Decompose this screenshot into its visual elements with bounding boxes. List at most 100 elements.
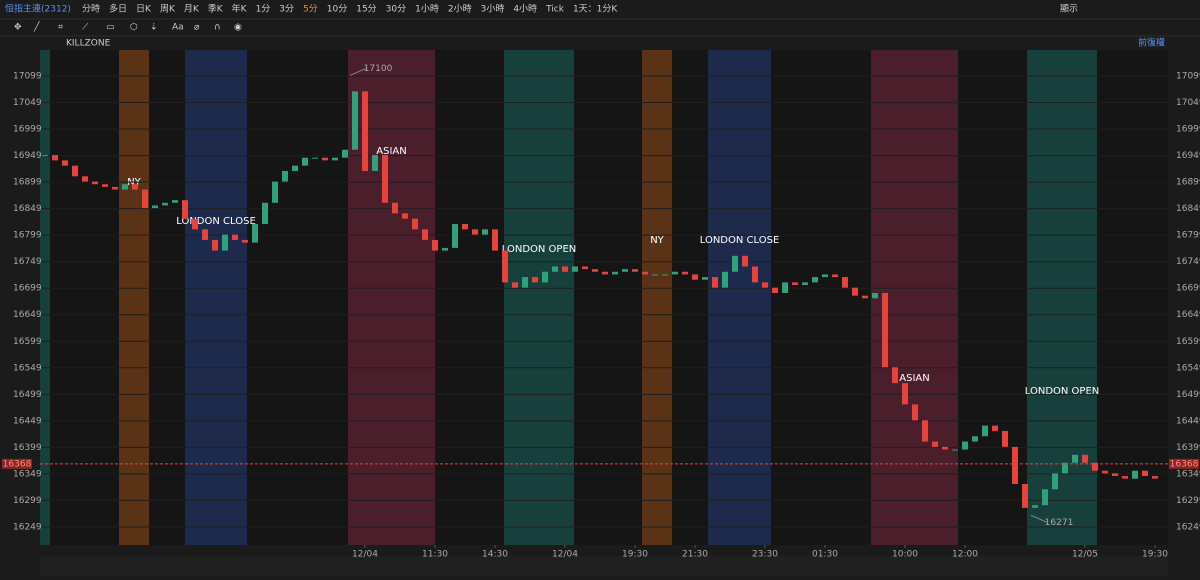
scrollbar[interactable]: [40, 556, 1168, 576]
candle: [412, 218, 418, 230]
candle: [342, 149, 348, 158]
candle: [512, 282, 518, 288]
candle: [892, 367, 898, 384]
candle: [1142, 470, 1148, 477]
candle: [612, 271, 618, 275]
candle: [702, 277, 708, 280]
candle: [92, 181, 98, 185]
display-button[interactable]: 顯示: [1060, 4, 1078, 15]
adjust-button[interactable]: 前復權: [1138, 37, 1165, 49]
candle: [252, 224, 258, 243]
period-button[interactable]: 日K: [136, 4, 152, 15]
candle: [232, 234, 238, 240]
candle: [52, 155, 58, 161]
period-button[interactable]: 年K: [232, 3, 248, 15]
candle: [82, 176, 88, 182]
period-button[interactable]: 3小時: [481, 4, 505, 15]
tool-icon[interactable]: ⌗: [58, 23, 63, 33]
candle: [102, 184, 108, 187]
candle: [1122, 476, 1128, 479]
y-tick-label: 16749: [1176, 257, 1200, 267]
candle: [152, 205, 158, 209]
period-button[interactable]: Tick: [545, 5, 565, 15]
y-tick-label: 16849: [13, 204, 42, 214]
period-button[interactable]: 季K: [208, 3, 224, 15]
session-zone: [185, 50, 247, 545]
session-zone: [504, 50, 574, 545]
candle: [382, 155, 388, 203]
period-button[interactable]: 月K: [184, 4, 200, 15]
period-button[interactable]: 周K: [160, 4, 176, 15]
candle: [1052, 473, 1058, 490]
candle: [462, 224, 468, 230]
period-button[interactable]: 10分: [327, 4, 347, 15]
tool-icon[interactable]: ⌀: [194, 23, 200, 33]
y-tick-label: 16449: [1176, 416, 1200, 426]
y-tick-label: 16699: [1176, 284, 1200, 294]
zone-label: LONDON CLOSE: [700, 235, 780, 246]
candle: [292, 165, 298, 171]
y-tick-label: 16299: [1176, 496, 1200, 506]
y-tick-label: 16549: [1176, 363, 1200, 373]
symbol[interactable]: 恒指主連(2312): [5, 3, 71, 15]
period-button[interactable]: 1天：1分K: [573, 4, 618, 15]
candle: [912, 404, 918, 421]
session-zone: [708, 50, 771, 545]
annotation-leader: [1030, 514, 1048, 523]
annotation: 17100: [364, 64, 393, 74]
candle: [742, 255, 748, 267]
period-button[interactable]: 30分: [386, 4, 406, 15]
candle: [642, 271, 648, 275]
period-button[interactable]: 1小時: [415, 4, 439, 15]
y-tick-label: 16799: [1176, 231, 1200, 241]
candle: [122, 184, 128, 190]
candle: [42, 155, 48, 157]
candle: [722, 271, 728, 288]
zone-label: ASIAN: [376, 146, 406, 157]
candle: [632, 269, 638, 272]
price-tag-label: 16368: [3, 459, 32, 469]
tool-icon[interactable]: ⇣: [150, 23, 158, 33]
period-button[interactable]: 4小時: [513, 4, 537, 15]
candle: [192, 218, 198, 230]
candle: [542, 271, 548, 283]
candle: [902, 383, 908, 405]
candle: [1082, 454, 1088, 463]
period-button[interactable]: 3分: [279, 4, 294, 15]
candle: [782, 282, 788, 293]
tool-icon[interactable]: ⬡: [130, 23, 138, 33]
period-button[interactable]: 分時: [82, 4, 100, 15]
candle: [322, 157, 328, 161]
y-tick-label: 16999: [1176, 125, 1200, 135]
tool-icon[interactable]: ▭: [106, 23, 115, 33]
tool-icon[interactable]: ✥: [14, 23, 22, 33]
candle: [162, 202, 168, 206]
x-tick-label: 10:00: [892, 550, 918, 560]
tool-icon[interactable]: ⟋: [82, 23, 89, 33]
candle: [302, 157, 308, 166]
period-button[interactable]: 5分: [303, 4, 318, 15]
candle: [422, 229, 428, 240]
tool-icon[interactable]: Aa: [172, 23, 184, 33]
zone-label: LONDON OPEN: [1025, 386, 1100, 397]
candle: [272, 181, 278, 203]
annotation: 16271: [1045, 518, 1074, 528]
candle: [432, 239, 438, 251]
x-tick-label: 19:30: [1142, 550, 1168, 560]
period-button[interactable]: 2小時: [448, 4, 472, 15]
period-button[interactable]: 1分: [256, 4, 271, 15]
indicator-name[interactable]: KILLZONE: [66, 39, 111, 49]
candle: [832, 274, 838, 278]
tool-icon[interactable]: ◉: [234, 23, 242, 33]
tool-icon[interactable]: ∩: [214, 23, 221, 33]
candle: [752, 266, 758, 283]
period-button[interactable]: 15分: [356, 4, 376, 15]
session-zone: [348, 50, 435, 545]
period-button[interactable]: 多日: [109, 3, 127, 15]
candle: [922, 420, 928, 442]
zone-label: ASIAN: [899, 373, 929, 384]
candle: [772, 287, 778, 293]
tool-icon[interactable]: ╱: [33, 21, 40, 33]
candle: [402, 213, 408, 219]
